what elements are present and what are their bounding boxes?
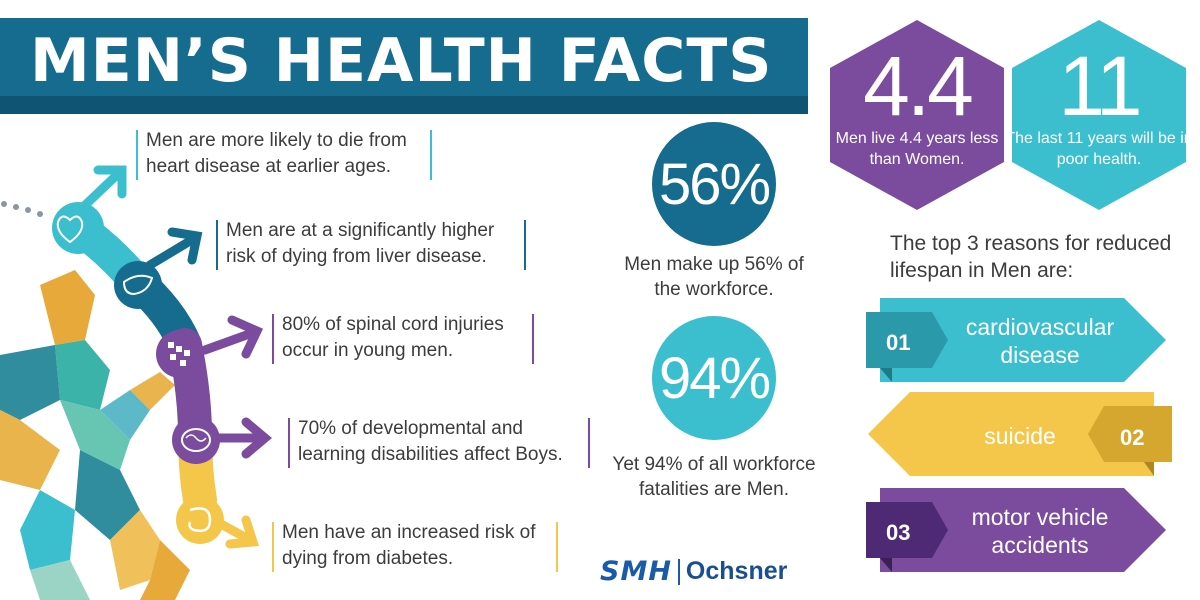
hex-poor-health-value: 11	[1058, 39, 1142, 133]
arrow-2	[145, 227, 203, 270]
stat-circle-fatalities: 94%	[652, 316, 776, 440]
hex-poor-health	[1012, 20, 1186, 210]
dotted-trail	[1, 201, 43, 217]
reason-3-text: motor vehicle accidents	[971, 504, 1109, 558]
reason-2-text: suicide	[984, 423, 1056, 449]
hex-poor-health-caption: The last 11 years will be in poor health…	[1005, 130, 1193, 168]
stat-fatalities-caption: Yet 94% of all workforce fatalities are …	[612, 454, 816, 500]
stomach-icon	[176, 496, 224, 544]
reason-1-text: cardiovascular disease	[965, 314, 1115, 368]
stat-circle-workforce: 56%	[652, 122, 776, 246]
reason-2-banner	[868, 392, 1172, 476]
reason-3-banner	[866, 488, 1166, 572]
logo-separator	[677, 558, 680, 585]
reason-2-number: 02	[1120, 425, 1145, 450]
title-banner-shadow	[0, 96, 808, 114]
fact-heart-text: Men are more likely to die from heart di…	[146, 130, 407, 177]
fact-liver: Men are at a significantly higher risk o…	[216, 218, 526, 270]
page-title: MEN’S HEALTH FACTS	[30, 26, 773, 96]
liver-icon	[114, 261, 162, 309]
fact-heart: Men are more likely to die from heart di…	[136, 128, 432, 180]
reason-3-number: 03	[886, 520, 911, 545]
reason-1-number: 01	[886, 330, 911, 355]
runner-figure	[0, 270, 190, 600]
fact-diabetes: Men have an increased risk of dying from…	[272, 520, 558, 572]
logo-ochsner: Ochsner	[685, 557, 788, 585]
spine-icon	[156, 330, 204, 378]
brain-icon	[172, 416, 220, 464]
fact-brain-text: 70% of developmental and learning disabi…	[298, 418, 563, 465]
fact-liver-text: Men are at a significantly higher risk o…	[226, 220, 495, 267]
runner-illustration	[0, 165, 272, 600]
hex-lifespan-value: 4.4	[863, 39, 974, 133]
fact-spine: 80% of spinal cord injuries occur in you…	[272, 312, 534, 364]
arrow-3	[200, 315, 264, 359]
stat-workforce-caption: Men make up 56% of the workforce.	[624, 254, 804, 300]
logo-smh: SMH	[600, 556, 672, 587]
reason-1-banner	[866, 298, 1166, 382]
heart-icon	[52, 202, 104, 254]
fact-brain: 70% of developmental and learning disabi…	[288, 416, 590, 468]
reasons-intro: The top 3 reasons for reduced lifespan i…	[890, 232, 1172, 282]
stat-fatalities-value: 94%	[658, 345, 771, 411]
fact-spine-text: 80% of spinal cord injuries occur in you…	[282, 314, 504, 361]
hex-lifespan-caption: Men live 4.4 years less than Women.	[835, 130, 999, 168]
hex-lifespan-gap	[830, 20, 1004, 210]
stat-workforce-value: 56%	[658, 151, 771, 217]
brand-logo: SMH Ochsner	[600, 556, 787, 587]
fact-diabetes-text: Men have an increased risk of dying from…	[282, 522, 536, 569]
